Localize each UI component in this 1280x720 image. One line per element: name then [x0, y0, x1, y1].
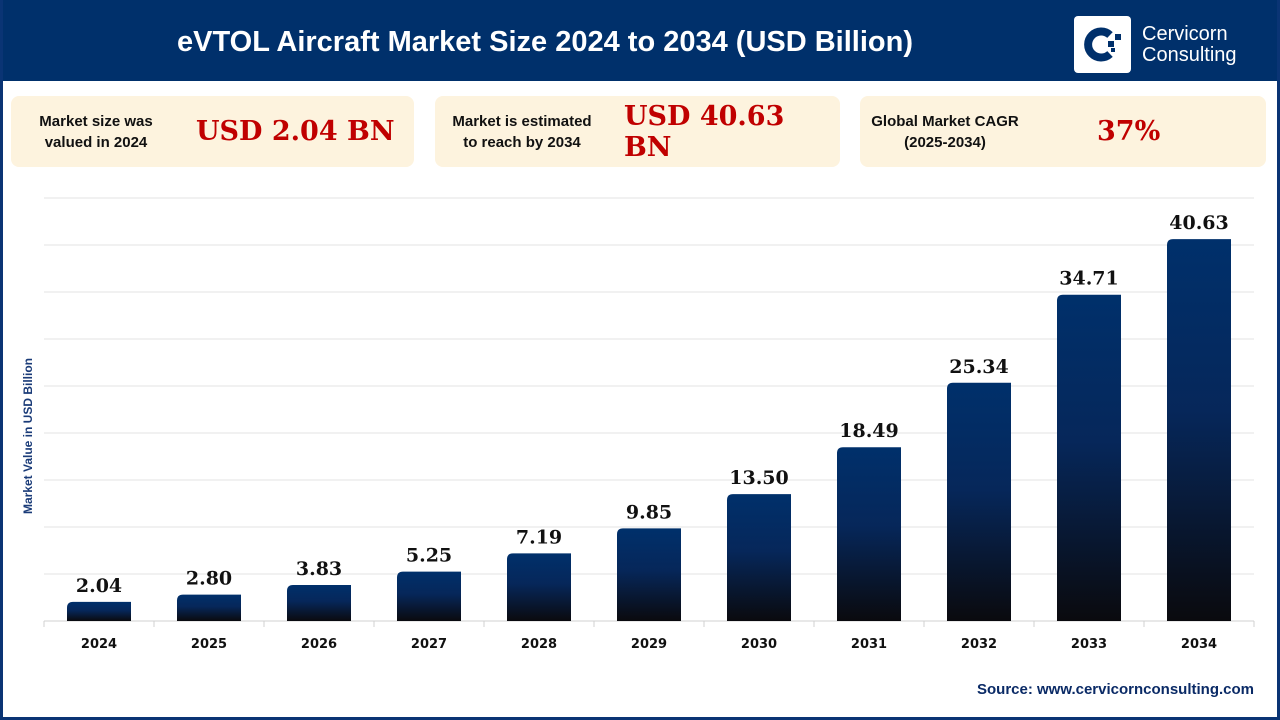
bar-2024 — [67, 601, 131, 621]
x-tick-label: 2028 — [521, 637, 557, 652]
x-tick-label: 2030 — [741, 637, 777, 652]
bar-2025 — [177, 594, 241, 621]
y-axis-label: Market Value in USD Billion — [21, 357, 35, 515]
bar-2028 — [507, 553, 571, 621]
logo-text: Cervicorn Consulting — [1142, 22, 1237, 66]
data-label: 40.63 — [1169, 212, 1229, 234]
card-label-line2: to reach by 2034 — [463, 133, 581, 151]
page-title: eVTOL Aircraft Market Size 2024 to 2034 … — [177, 26, 913, 58]
bar-2027 — [397, 571, 461, 621]
card-label: Global Market CAGR (2025-2034) — [855, 111, 1035, 153]
card-label-line2: valued in 2024 — [44, 133, 148, 151]
card-label: Market size was valued in 2024 — [11, 111, 181, 153]
data-label: 3.83 — [296, 558, 342, 580]
x-tick-label: 2032 — [961, 637, 997, 652]
data-label: 7.19 — [516, 526, 562, 548]
x-tick-label: 2025 — [191, 637, 227, 652]
bar-2029 — [617, 528, 681, 621]
logo-line2: Consulting — [1142, 43, 1237, 66]
card-value: USD 2.04 BN — [196, 116, 395, 147]
card-value: USD 40.63 BN — [623, 100, 785, 163]
bar-2034 — [1167, 239, 1231, 621]
x-tick-label: 2029 — [631, 637, 667, 652]
data-label: 18.49 — [839, 420, 899, 442]
x-tick-label: 2027 — [411, 637, 447, 652]
header: eVTOL Aircraft Market Size 2024 to 2034 … — [0, 0, 1280, 84]
bar-2030 — [727, 494, 791, 621]
card-market-2034: Market is estimated to reach by 2034 USD … — [435, 96, 840, 167]
data-label: 2.04 — [76, 575, 122, 597]
x-tick-label: 2026 — [301, 637, 337, 652]
x-tick-label: 2033 — [1071, 637, 1107, 652]
card-label-line2: (2025-2034) — [904, 133, 986, 151]
data-label: 13.50 — [729, 467, 789, 489]
bar-2033 — [1057, 294, 1121, 621]
x-tick-label: 2034 — [1181, 637, 1217, 652]
logo-line1: Cervicorn — [1142, 22, 1228, 45]
card-label-line1: Market is estimated — [452, 112, 592, 130]
data-label: 2.80 — [186, 568, 232, 590]
card-cagr: Global Market CAGR (2025-2034) 37% — [860, 96, 1266, 167]
logo: Cervicorn Consulting — [1074, 16, 1237, 73]
x-tick-label: 2024 — [81, 637, 117, 652]
logo-icon — [1074, 16, 1131, 73]
card-label-line1: Market size was — [39, 112, 153, 130]
data-label: 9.85 — [626, 501, 672, 523]
card-label: Market is estimated to reach by 2034 — [435, 111, 609, 153]
bar-2026 — [287, 584, 351, 621]
card-market-2024: Market size was valued in 2024 USD 2.04 B… — [11, 96, 414, 167]
card-label-line1: Global Market CAGR — [871, 112, 1019, 130]
data-label: 5.25 — [406, 545, 452, 567]
data-label: 25.34 — [949, 356, 1009, 378]
data-label: 34.71 — [1059, 268, 1119, 290]
bar-2032 — [947, 382, 1011, 621]
bar-2031 — [837, 447, 901, 621]
card-value: 37% — [1097, 116, 1161, 147]
x-tick-label: 2031 — [851, 637, 887, 652]
source-text: Source: www.cervicornconsulting.com — [976, 681, 1254, 698]
